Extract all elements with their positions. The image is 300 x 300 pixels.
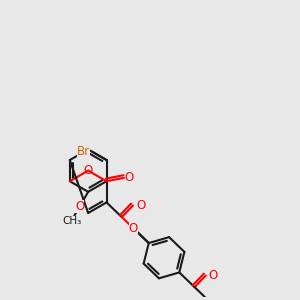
Text: O: O: [209, 269, 218, 282]
Text: O: O: [136, 199, 145, 212]
Text: O: O: [129, 222, 138, 235]
Text: O: O: [75, 200, 84, 213]
Text: Br: Br: [77, 146, 90, 158]
Text: O: O: [83, 164, 93, 177]
Text: O: O: [124, 171, 134, 184]
Text: CH₃: CH₃: [62, 216, 81, 226]
